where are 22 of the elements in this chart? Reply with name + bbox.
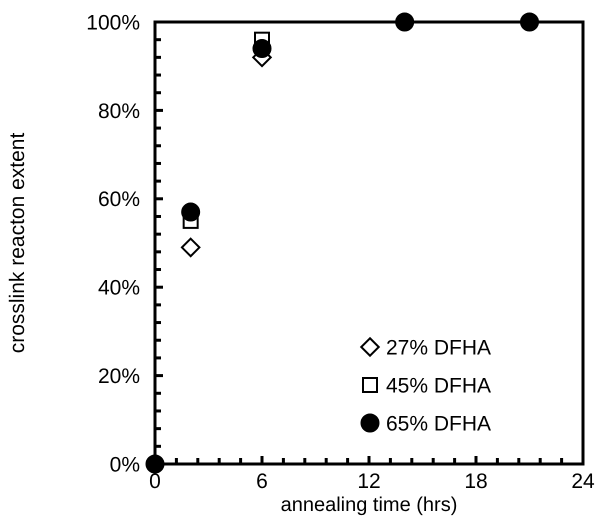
x-tick-label: 12 xyxy=(357,470,381,493)
x-axis-title: annealing time (hrs) xyxy=(280,494,458,516)
y-tick-label: 60% xyxy=(98,188,140,212)
y-axis-title: crosslink reacton extent xyxy=(6,132,29,354)
legend-label: 45% DFHA xyxy=(386,374,492,398)
point xyxy=(395,12,414,32)
x-tick-label: 24 xyxy=(571,470,595,493)
point xyxy=(146,454,164,474)
y-tick-label: 20% xyxy=(98,364,140,388)
x-tick-label: 6 xyxy=(256,470,268,493)
x-tick-label: 18 xyxy=(464,470,488,493)
legend-label: 65% DFHA xyxy=(386,412,492,436)
point xyxy=(181,202,200,222)
y-tick-label: 0% xyxy=(110,453,140,476)
point xyxy=(520,12,539,32)
y-tick-label: 100% xyxy=(86,11,140,34)
x-tick-label: 0 xyxy=(149,470,161,493)
y-tick-label: 40% xyxy=(98,276,140,300)
point xyxy=(252,39,272,58)
point xyxy=(180,238,200,258)
y-tick-label: 80% xyxy=(98,100,140,123)
legend-label: 27% DFHA xyxy=(386,336,492,360)
